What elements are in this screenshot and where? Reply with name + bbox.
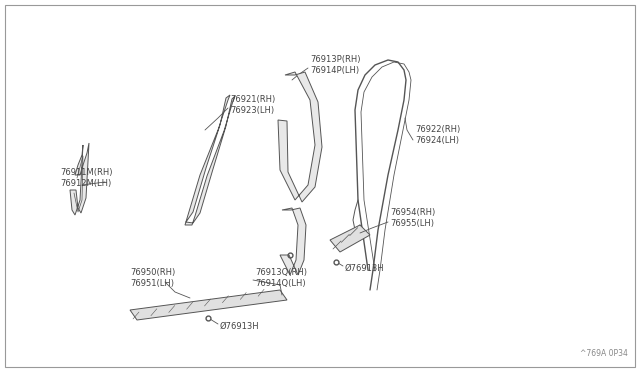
Polygon shape <box>70 143 89 215</box>
Polygon shape <box>185 95 235 225</box>
Polygon shape <box>330 225 370 252</box>
Polygon shape <box>278 72 322 202</box>
Text: Ø76913H: Ø76913H <box>345 263 385 273</box>
Text: 76911M(RH)
76912M(LH): 76911M(RH) 76912M(LH) <box>60 168 113 188</box>
Text: 76913Q(RH)
76914Q(LH): 76913Q(RH) 76914Q(LH) <box>255 268 307 288</box>
Polygon shape <box>130 290 287 320</box>
Text: 76913P(RH)
76914P(LH): 76913P(RH) 76914P(LH) <box>310 55 360 75</box>
Text: Ø76913H: Ø76913H <box>220 321 260 330</box>
Text: ^769A 0P34: ^769A 0P34 <box>580 349 628 358</box>
Polygon shape <box>280 208 306 275</box>
Text: 76921(RH)
76923(LH): 76921(RH) 76923(LH) <box>230 95 275 115</box>
Text: 76922(RH)
76924(LH): 76922(RH) 76924(LH) <box>415 125 460 145</box>
Text: 76954(RH)
76955(LH): 76954(RH) 76955(LH) <box>390 208 435 228</box>
Text: 76950(RH)
76951(LH): 76950(RH) 76951(LH) <box>130 268 175 288</box>
